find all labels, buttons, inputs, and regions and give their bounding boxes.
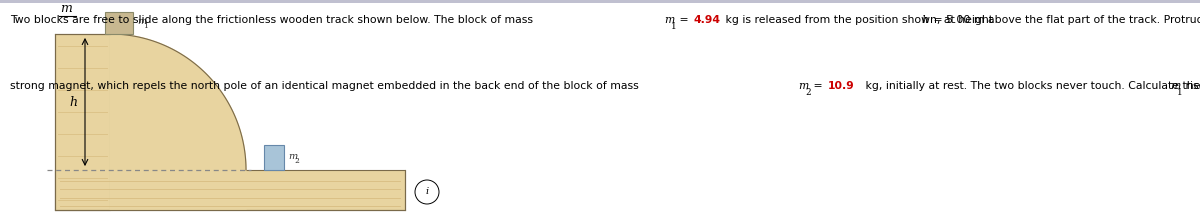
Text: h: h (922, 15, 929, 25)
Text: 1: 1 (1177, 88, 1183, 97)
Text: m: m (665, 15, 674, 25)
Bar (55, 34, 110, 210)
Text: rises after the elastic collision.: rises after the elastic collision. (1182, 81, 1200, 91)
Bar (264, 145, 284, 170)
Text: 2: 2 (294, 157, 299, 165)
Polygon shape (110, 34, 246, 210)
Text: Two blocks are free to slide along the frictionless wooden track shown below. Th: Two blocks are free to slide along the f… (10, 15, 536, 25)
Text: kg, initially at rest. The two blocks never touch. Calculate the maximum height : kg, initially at rest. The two blocks ne… (862, 81, 1200, 91)
Text: 2: 2 (805, 88, 811, 97)
Circle shape (415, 180, 439, 204)
Text: = 5.00 m above the flat part of the track. Protruding from its front end is the : = 5.00 m above the flat part of the trac… (930, 15, 1200, 25)
Bar (0, 0, 1200, 3)
Text: h: h (70, 95, 77, 109)
Text: 1: 1 (672, 22, 677, 31)
Text: 4.94: 4.94 (694, 15, 720, 25)
Text: i: i (426, 187, 428, 197)
Text: 10.9: 10.9 (828, 81, 854, 91)
Text: kg is released from the position shown, at height: kg is released from the position shown, … (722, 15, 997, 25)
Text: m: m (798, 81, 809, 91)
Text: m: m (1170, 81, 1181, 91)
Text: m: m (60, 2, 72, 15)
Text: strong magnet, which repels the north pole of an identical magnet embedded in th: strong magnet, which repels the north po… (10, 81, 642, 91)
Text: =: = (676, 15, 691, 25)
Bar (106, 12, 133, 34)
Text: 1: 1 (143, 22, 148, 30)
Bar (55, 170, 406, 210)
Text: =: = (810, 81, 826, 91)
Text: m: m (288, 152, 298, 161)
Text: m: m (137, 17, 146, 26)
